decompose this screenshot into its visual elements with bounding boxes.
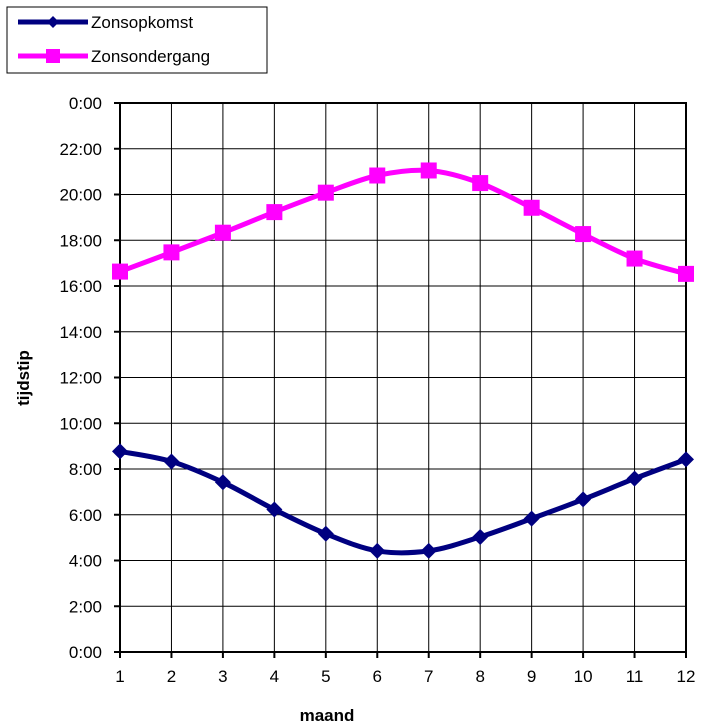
zonsopkomst-point	[472, 528, 489, 545]
zonsopkomst-point	[369, 542, 386, 559]
zonsopkomst-point	[575, 491, 592, 508]
x-tick-label: 10	[574, 667, 593, 686]
zonsondergang-point	[575, 226, 592, 243]
zonsopkomst-point	[626, 470, 643, 487]
zonsondergang-point	[678, 265, 694, 282]
zonsondergang-point	[523, 199, 540, 216]
x-tick-label: 1	[115, 667, 124, 686]
zonsondergang-point	[369, 167, 386, 184]
series-layer	[112, 162, 694, 559]
zonsopkomst-point	[214, 474, 231, 491]
zonsondergang-point	[214, 224, 231, 241]
y-tick-label: 4:00	[69, 552, 102, 571]
x-axis-title: maand	[300, 706, 355, 725]
legend: Zonsopkomst Zonsondergang	[6, 6, 268, 74]
zonsopkomst-point	[523, 510, 540, 527]
y-tick-label: 14:00	[59, 323, 102, 342]
zonsondergang-point	[317, 184, 334, 201]
zonsondergang-point	[472, 175, 489, 192]
y-tick-label: 22:00	[59, 140, 102, 159]
zonsopkomst-point	[420, 542, 437, 559]
y-tick-label: 10:00	[59, 414, 102, 433]
x-tick-label: 8	[475, 667, 484, 686]
y-tick-label: 20:00	[59, 186, 102, 205]
x-tick-label: 6	[373, 667, 382, 686]
zonsopkomst-point	[163, 453, 180, 470]
y-axis-title: tijdstip	[14, 350, 33, 406]
series-zonsopkomst	[112, 443, 694, 559]
series-zonsondergang	[112, 162, 694, 282]
y-tick-label: 16:00	[59, 277, 102, 296]
plot-grid	[120, 103, 686, 652]
x-tick-label: 2	[167, 667, 176, 686]
legend-marker-zonsopkomst	[47, 16, 59, 28]
zonsopkomst-line	[119, 448, 687, 556]
legend-label-zonsondergang: Zonsondergang	[91, 47, 210, 66]
x-tick-label: 9	[527, 667, 536, 686]
x-tick-label: 5	[321, 667, 330, 686]
zonsondergang-point	[266, 204, 283, 221]
axis-ticks: 0:002:004:006:008:0010:0012:0014:0016:00…	[59, 94, 695, 686]
zonsondergang-point	[420, 162, 437, 179]
zonsondergang-line	[119, 167, 687, 277]
zonsopkomst-point	[678, 451, 694, 468]
zonsondergang-point	[163, 244, 180, 261]
zonsondergang-point	[626, 250, 643, 267]
x-tick-label: 12	[677, 667, 696, 686]
zonsopkomst-point	[317, 525, 334, 542]
y-tick-label: 0:00	[69, 94, 102, 113]
x-tick-label: 4	[270, 667, 279, 686]
legend-label-zonsopkomst: Zonsopkomst	[91, 13, 193, 32]
zonsopkomst-point	[112, 443, 128, 460]
x-tick-label: 11	[626, 667, 644, 686]
y-tick-label: 0:00	[69, 643, 102, 662]
x-tick-label: 7	[424, 667, 433, 686]
y-tick-label: 8:00	[69, 460, 102, 479]
y-tick-label: 12:00	[59, 369, 102, 388]
y-tick-label: 2:00	[69, 597, 102, 616]
zonsondergang-point	[112, 263, 128, 280]
y-tick-label: 6:00	[69, 506, 102, 525]
legend-marker-zonsondergang	[46, 49, 60, 63]
x-tick-label: 3	[218, 667, 227, 686]
y-tick-label: 18:00	[59, 231, 102, 250]
zonsopkomst-point	[266, 501, 283, 518]
